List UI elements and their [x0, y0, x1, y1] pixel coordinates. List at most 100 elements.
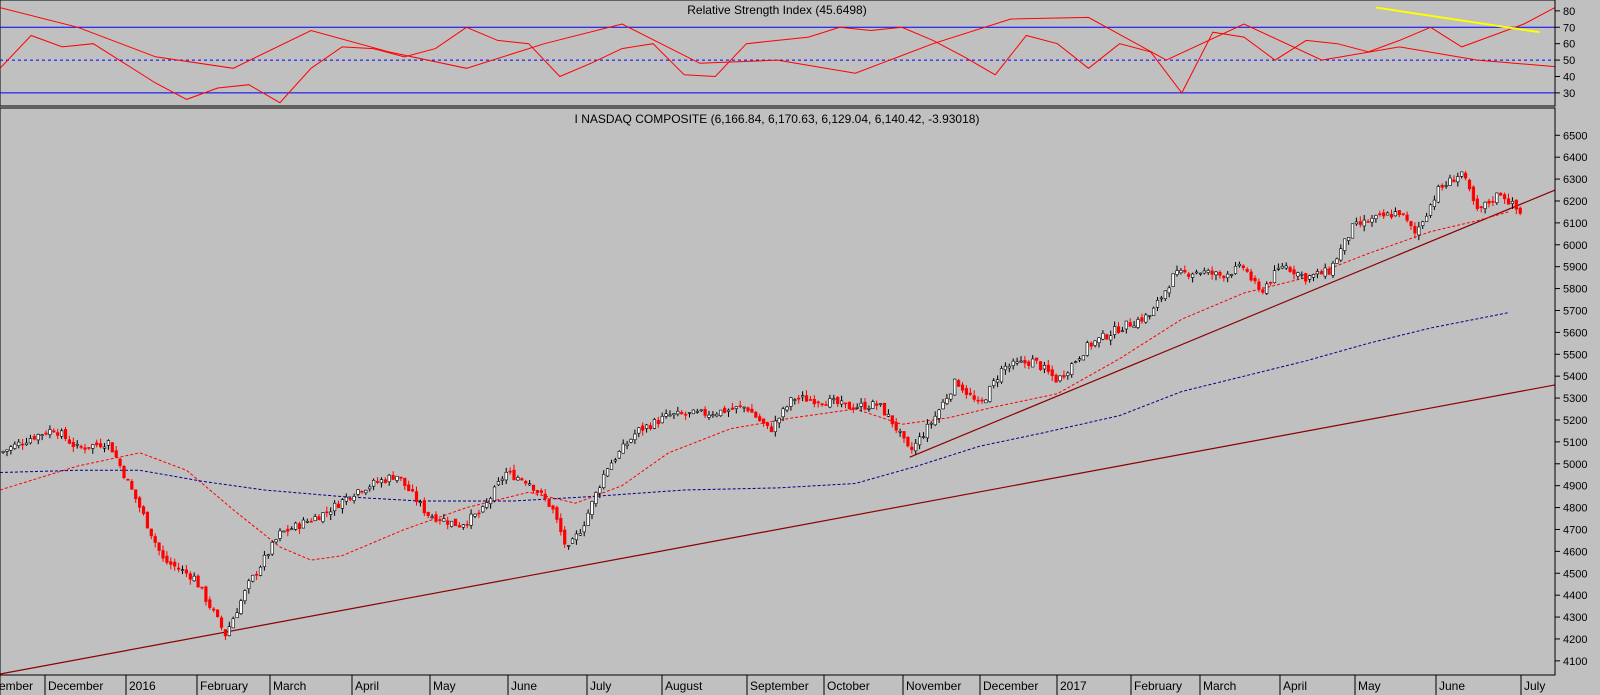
- candle-body: [106, 440, 111, 446]
- candle-body: [801, 395, 805, 398]
- candle-body: [313, 516, 317, 521]
- candle-body: [1230, 274, 1234, 276]
- x-tick-label: May: [433, 679, 456, 693]
- candle-body: [235, 612, 239, 619]
- candle-body: [383, 479, 387, 483]
- candle-body: [492, 486, 497, 501]
- candle-body: [1272, 270, 1277, 284]
- candle-body: [984, 399, 988, 404]
- x-tick-label: 2017: [1060, 679, 1087, 693]
- rsi-tick-label: 30: [1563, 88, 1575, 100]
- candle-body: [1315, 271, 1320, 275]
- candle-body: [929, 422, 933, 425]
- candle-body: [559, 518, 563, 532]
- candle-body: [1467, 179, 1472, 190]
- candle-body: [1116, 326, 1121, 334]
- candle-body: [602, 474, 606, 488]
- candle-body: [387, 474, 391, 483]
- x-tick-label: 2016: [129, 679, 156, 693]
- candle-body: [1113, 326, 1117, 335]
- candle-body: [200, 586, 204, 589]
- candle-body: [918, 436, 922, 446]
- candle-body: [1409, 221, 1413, 226]
- candle-body: [1167, 287, 1171, 294]
- candle-body: [824, 404, 828, 406]
- candle-body: [1089, 342, 1093, 347]
- candle-body: [102, 446, 107, 449]
- candle-body: [9, 446, 13, 451]
- candle-body: [438, 519, 442, 522]
- candle-body: [403, 477, 407, 487]
- candle-body: [336, 503, 341, 509]
- candle-body: [1241, 265, 1245, 268]
- candle-body: [703, 408, 707, 416]
- candle-body: [1187, 273, 1191, 277]
- price-tick-label: 4200: [1563, 634, 1587, 646]
- candle-body: [520, 478, 524, 481]
- price-tick-label: 5500: [1563, 349, 1587, 361]
- candle-body: [1183, 270, 1187, 273]
- candle-body: [309, 520, 313, 523]
- candle-body: [192, 575, 196, 582]
- candle-body: [953, 378, 957, 396]
- rsi-trendline-0: [1376, 6, 1540, 34]
- candle-body: [1027, 361, 1031, 366]
- candle-body: [360, 490, 364, 493]
- candle-body: [1347, 237, 1351, 241]
- x-tick-label: November: [906, 679, 961, 693]
- candle-body: [485, 502, 489, 508]
- candle-body: [52, 430, 56, 433]
- candle-body: [79, 446, 83, 448]
- candle-body: [820, 403, 824, 406]
- candle-body: [1245, 268, 1249, 272]
- candle-body: [863, 401, 867, 410]
- candle-body: [110, 442, 114, 453]
- candle-body: [1428, 204, 1433, 216]
- candle-body: [867, 408, 871, 410]
- candle-body: [641, 425, 645, 431]
- candle-body: [1054, 374, 1058, 383]
- candle-body: [1202, 270, 1206, 274]
- candle-body: [707, 414, 711, 418]
- candle-body: [1074, 361, 1078, 363]
- candle-body: [1163, 290, 1167, 299]
- candle-body: [1444, 185, 1448, 187]
- candle-body: [843, 402, 848, 405]
- rsi-reference-lines: [0, 26, 1555, 94]
- candle-body: [1413, 226, 1417, 234]
- candle-body: [481, 506, 485, 513]
- candle-body: [886, 414, 891, 417]
- candle-body: [1284, 265, 1288, 269]
- candle-body: [1249, 271, 1253, 281]
- candle-body: [711, 414, 715, 417]
- candle-body: [676, 411, 680, 415]
- candle-body: [680, 412, 684, 415]
- candle-body: [590, 501, 594, 515]
- candle-body: [204, 586, 208, 602]
- candle-body: [1105, 334, 1109, 340]
- candle-body: [1042, 365, 1047, 370]
- candle-body: [645, 424, 649, 429]
- price-tick-label: 5700: [1563, 305, 1587, 317]
- candle-body: [44, 432, 48, 435]
- candle-body: [765, 422, 770, 427]
- candle-body: [1475, 198, 1479, 209]
- candle-body: [563, 529, 567, 545]
- candle-body: [266, 554, 270, 556]
- candle-body: [1456, 176, 1460, 183]
- candle-body: [1401, 213, 1405, 215]
- price-trendline-0: [0, 384, 1556, 675]
- candle-body: [1440, 184, 1444, 188]
- rsi-series-group: [0, 7, 1556, 104]
- candle-body: [664, 413, 668, 417]
- candle-body: [122, 466, 126, 479]
- candle-body: [1206, 270, 1210, 273]
- x-tick-label: June: [511, 679, 537, 693]
- price-tick-label: 5400: [1563, 371, 1587, 383]
- candle-body: [719, 409, 723, 417]
- candle-body: [278, 530, 282, 539]
- candle-body: [243, 590, 247, 602]
- candle-body: [668, 414, 672, 417]
- candle-body: [1479, 206, 1483, 209]
- x-tick-label: April: [1283, 679, 1307, 693]
